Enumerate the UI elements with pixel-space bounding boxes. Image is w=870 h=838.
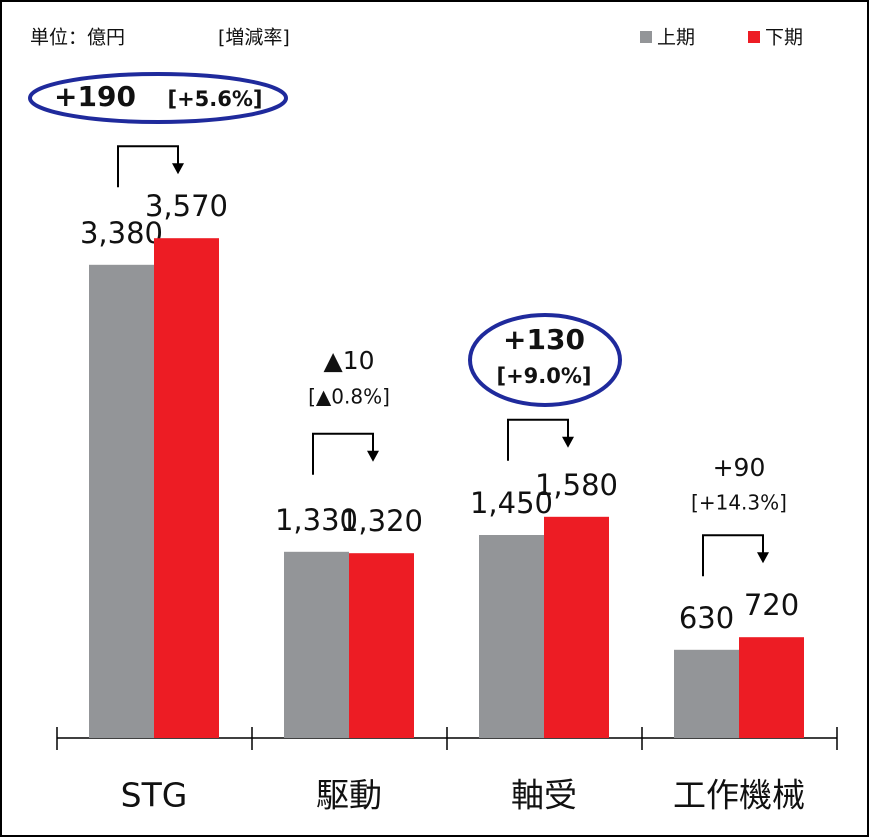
bar [284, 551, 349, 738]
rate-label: [▲0.8%] [308, 385, 390, 409]
value-label: 3,570 [145, 189, 228, 223]
value-label: 1,330 [275, 503, 358, 537]
value-label: 720 [744, 588, 799, 622]
bar [739, 637, 804, 738]
legend-label: 上期 [657, 27, 695, 49]
change-arrow [702, 534, 764, 577]
value-label: 1,580 [535, 468, 618, 502]
note: [増減率] [218, 27, 290, 49]
x-tick-label: 駆動 [316, 776, 382, 815]
x-tick-label: 工作機械 [673, 776, 805, 815]
value-label: 630 [679, 601, 734, 635]
bar [674, 649, 739, 738]
value-label: 3,380 [80, 216, 163, 250]
bar [154, 238, 219, 738]
change-label: +130 [503, 323, 585, 356]
highlight-oval [468, 313, 622, 407]
legend-swatch [640, 31, 652, 43]
arrow-head [172, 163, 184, 175]
bar [349, 553, 414, 738]
bar [479, 535, 544, 738]
x-tick-label: 軸受 [511, 776, 577, 815]
arrow-head [367, 450, 379, 462]
units: 単位：億円 [30, 27, 125, 49]
legend-label: 下期 [765, 27, 803, 49]
value-label: 1,320 [340, 504, 423, 538]
bar [89, 264, 154, 738]
change-label: +90 [713, 453, 766, 482]
change-label: ▲10 [323, 346, 374, 375]
legend-swatch [748, 31, 760, 43]
bar [544, 516, 609, 738]
change-arrow [117, 145, 179, 188]
highlight-oval [28, 72, 288, 124]
rate-label: [+14.3%] [691, 491, 787, 515]
value-label: 1,450 [470, 486, 553, 520]
rate-label: [+9.0%] [496, 364, 591, 388]
change-arrow [507, 418, 569, 461]
rate-label: [+5.6%] [167, 87, 262, 111]
change-arrow [312, 432, 374, 475]
arrow-head [562, 436, 574, 448]
x-tick-label: STG [121, 776, 188, 815]
arrow-head [757, 552, 769, 564]
change-label: +190 [54, 80, 136, 113]
